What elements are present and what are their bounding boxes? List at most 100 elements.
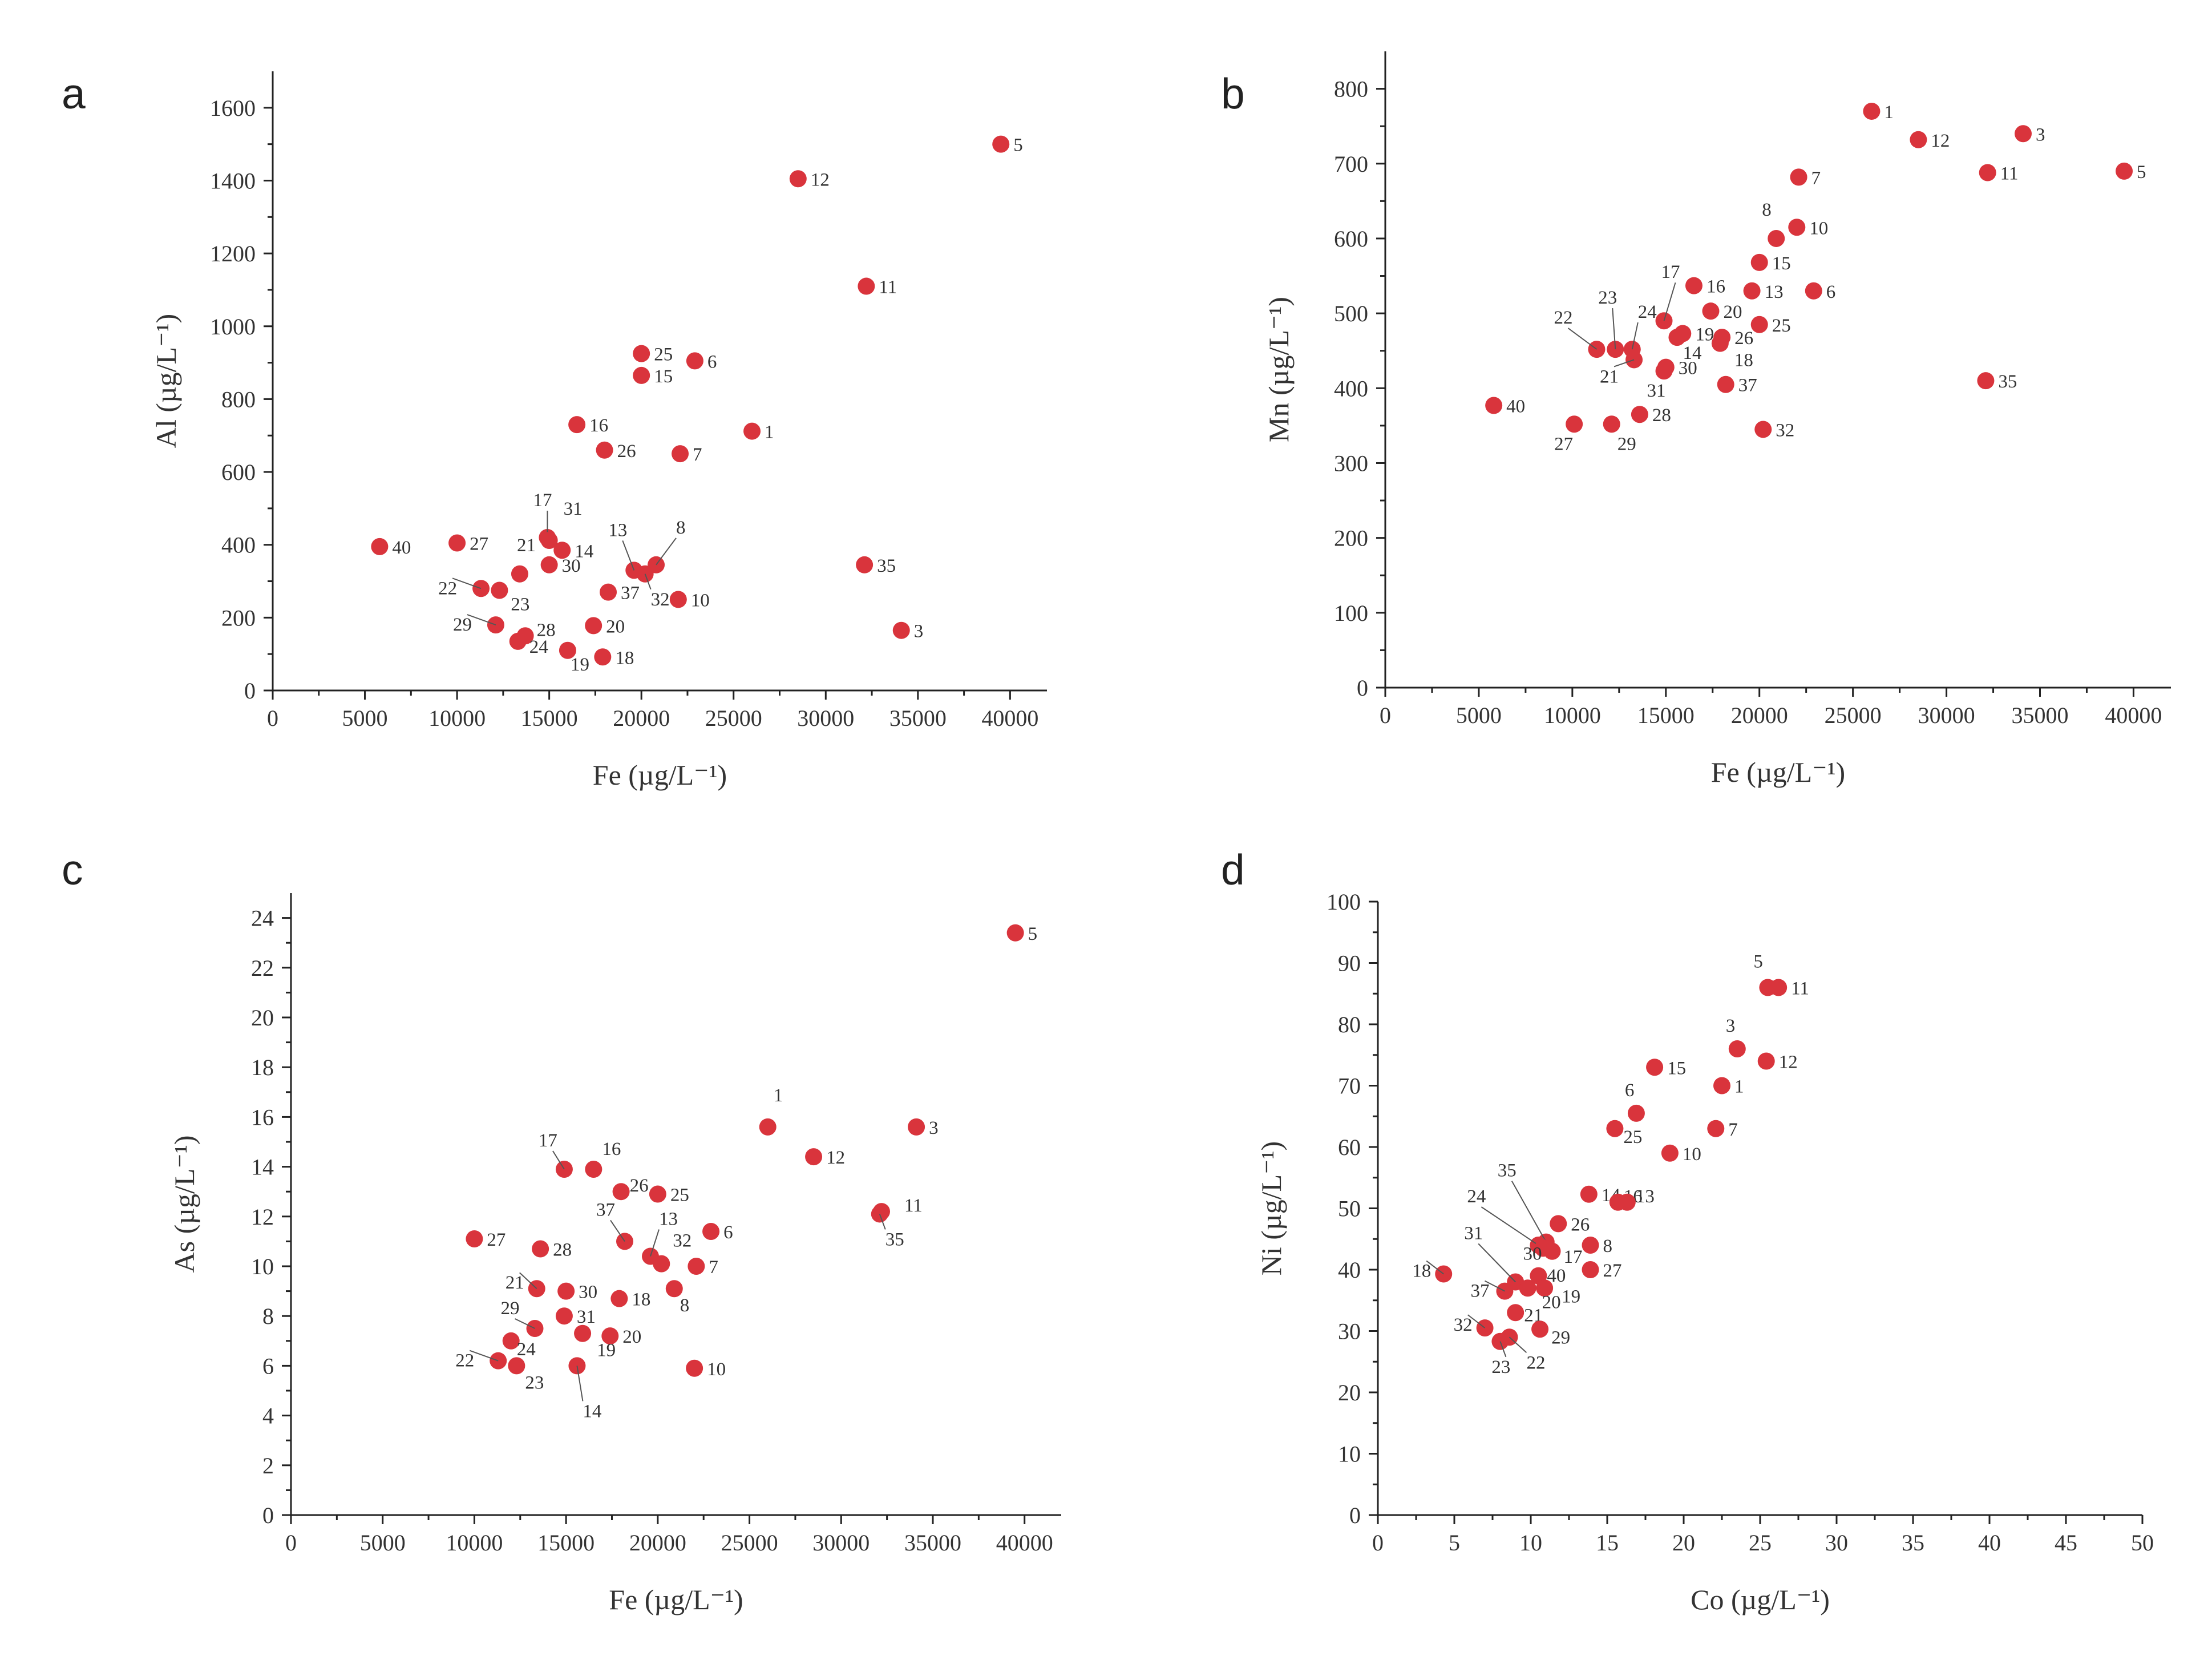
leader-line <box>1426 1260 1444 1275</box>
data-point-14 <box>1668 329 1686 346</box>
x-tick-label: 25000 <box>1825 702 1882 728</box>
point-label: 19 <box>571 655 589 675</box>
y-tick-label: 0 <box>1349 1502 1361 1528</box>
point-label: 6 <box>1826 282 1836 302</box>
data-point-3 <box>908 1118 925 1136</box>
data-point-19 <box>559 641 576 659</box>
x-tick-label: 25000 <box>721 1530 778 1556</box>
point-label: 37 <box>621 583 640 604</box>
x-tick-label: 5000 <box>1456 702 1502 728</box>
point-label: 26 <box>630 1176 649 1196</box>
leader-line <box>519 1272 537 1289</box>
data-point-5 <box>1006 924 1024 942</box>
data-point-8 <box>1582 1237 1599 1254</box>
y-tick-label: 200 <box>1334 526 1368 551</box>
point-label: 17 <box>1661 262 1680 282</box>
point-label: 8 <box>1762 200 1772 220</box>
point-label: 8 <box>676 518 686 538</box>
data-point-29 <box>1603 415 1620 433</box>
y-tick-label: 100 <box>1334 600 1368 626</box>
leader-line <box>622 540 635 571</box>
point-label: 27 <box>470 534 488 555</box>
y-tick-label: 20 <box>1338 1380 1361 1405</box>
y-tick-label: 70 <box>1338 1073 1361 1099</box>
point-label: 26 <box>1734 328 1753 349</box>
data-point-1 <box>1713 1077 1730 1094</box>
point-label: 7 <box>1811 168 1821 188</box>
point-label: 23 <box>511 594 529 615</box>
data-point-25 <box>649 1185 666 1203</box>
point-label: 31 <box>1647 381 1666 401</box>
y-axis-label: Mn (µg/L⁻¹) <box>1263 297 1295 442</box>
x-tick-label: 10000 <box>446 1530 503 1556</box>
point-label: 6 <box>707 352 717 372</box>
y-tick-label: 800 <box>221 386 256 412</box>
data-point-6 <box>1805 282 1822 300</box>
leader-line <box>1509 1336 1527 1353</box>
data-point-29 <box>1531 1320 1549 1338</box>
point-label: 30 <box>1679 358 1697 379</box>
y-tick-label: 10 <box>1338 1441 1361 1467</box>
x-tick-label: 10000 <box>1544 702 1601 728</box>
x-tick-label: 40000 <box>981 705 1038 731</box>
data-point-14 <box>1580 1185 1598 1203</box>
data-point-7 <box>1790 168 1807 186</box>
x-tick-label: 5 <box>1449 1530 1460 1556</box>
data-point-25 <box>1750 316 1768 333</box>
point-label: 17 <box>539 1130 557 1151</box>
point-label: 24 <box>1638 302 1657 322</box>
y-tick-label: 4 <box>262 1403 274 1429</box>
panel-letter: a <box>62 70 86 118</box>
y-tick-label: 400 <box>221 532 256 558</box>
point-label: 32 <box>1776 420 1794 441</box>
point-label: 12 <box>1779 1052 1798 1073</box>
data-point-12 <box>805 1148 823 1166</box>
y-tick-label: 10 <box>251 1254 274 1279</box>
point-label: 29 <box>1617 434 1636 454</box>
point-label: 10 <box>691 590 710 611</box>
x-tick-label: 35000 <box>889 705 947 731</box>
point-label: 25 <box>654 345 673 365</box>
x-tick-label: 0 <box>267 705 278 731</box>
point-label: 12 <box>811 169 830 190</box>
data-point-10 <box>1661 1144 1679 1162</box>
point-label: 20 <box>622 1327 641 1347</box>
data-point-32 <box>1754 421 1772 438</box>
x-tick-label: 15000 <box>521 705 578 731</box>
point-label: 24 <box>517 1339 536 1360</box>
data-point-32 <box>653 1255 670 1273</box>
data-point-11 <box>858 277 875 295</box>
x-tick-label: 0 <box>1372 1530 1384 1556</box>
y-tick-label: 1000 <box>210 314 256 340</box>
x-tick-label: 40000 <box>2105 702 2162 728</box>
point-label: 1 <box>1734 1077 1744 1097</box>
point-label: 14 <box>575 541 593 562</box>
x-tick-label: 20000 <box>1731 702 1788 728</box>
leader-line <box>467 614 496 626</box>
point-label: 17 <box>1564 1247 1583 1267</box>
point-label: 16 <box>1706 277 1725 297</box>
panel-c: c 0 5000 10000 15000 20000 25000 30000 35000 4000… <box>62 846 1061 1615</box>
point-label: 5 <box>2137 162 2146 183</box>
data-point-27 <box>466 1230 483 1248</box>
point-label: 12 <box>1931 131 1950 151</box>
data-point-5 <box>992 135 1010 153</box>
data-point-15 <box>1646 1059 1664 1076</box>
data-point-12 <box>1910 131 1927 148</box>
point-label: 21 <box>517 535 536 556</box>
point-label: 37 <box>596 1199 615 1220</box>
point-label: 31 <box>1464 1223 1483 1244</box>
data-point-20 <box>601 1327 619 1345</box>
point-label: 22 <box>1554 308 1572 328</box>
data-point-31 <box>1655 362 1673 380</box>
y-tick-label: 100 <box>1327 889 1361 915</box>
point-label: 5 <box>1013 135 1023 156</box>
point-label: 32 <box>1454 1315 1473 1335</box>
point-label: 10 <box>1809 218 1828 239</box>
y-tick-label: 500 <box>1334 301 1368 326</box>
point-label: 11 <box>904 1195 923 1216</box>
data-point-27 <box>1582 1261 1599 1278</box>
point-label: 27 <box>487 1230 506 1250</box>
point-label: 37 <box>1470 1281 1489 1302</box>
